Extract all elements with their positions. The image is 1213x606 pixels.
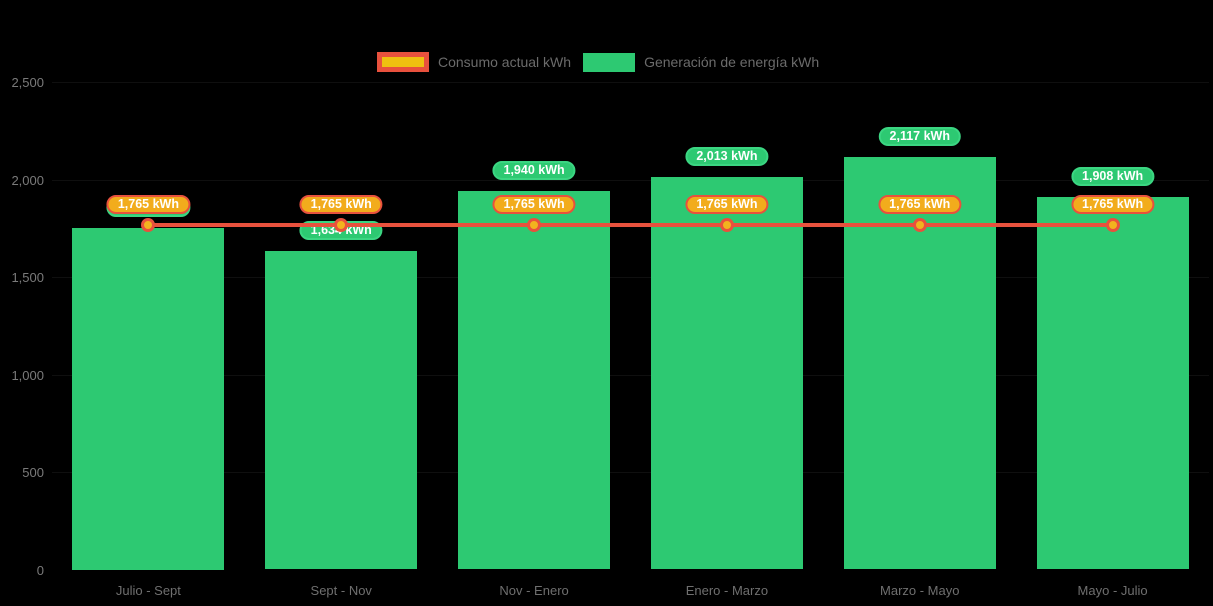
x-axis-category-label: Mayo - Julio [1077,583,1148,598]
x-axis-category-label: Enero - Marzo [685,583,769,598]
consumption-label-badge: 1,765 kWh [1071,195,1155,215]
gridline [52,82,1209,83]
consumption-point[interactable] [141,218,156,233]
consumption-point[interactable] [912,218,927,233]
y-axis-tick-label: 2,000 [11,172,44,188]
y-axis-tick-label: 1,500 [11,270,44,285]
gridline [52,179,1209,181]
gridline [52,277,1209,278]
x-axis-category-label: Nov - Enero [499,583,569,598]
legend: Consumo actual kWh Generación de energía… [377,52,819,72]
consumption-label-badge: 1,765 kWh [299,195,383,215]
consumption-point[interactable] [1105,218,1120,233]
x-axis-category-label: Sept - Nov [310,583,372,598]
consumption-point[interactable] [334,218,349,233]
y-axis-tick-label: 500 [22,465,44,480]
consumption-line[interactable] [148,223,1113,228]
generation-bar[interactable] [458,191,611,570]
gridline [52,374,1209,376]
legend-label-generacion: Generación de energía kWh [644,53,820,70]
consumption-point[interactable] [719,218,734,233]
x-axis-category-label: Julio - Sept [115,583,181,598]
legend-label-consumo: Consumo actual kWh [438,53,572,70]
generation-swatch-icon [583,52,636,72]
generation-label-badge: 2,013 kWh [685,146,769,166]
generation-bar[interactable] [265,250,418,570]
generation-bar[interactable] [72,228,225,570]
generation-label-badge: 1,908 kWh [1071,167,1155,187]
y-axis-tick-label: 2,500 [11,75,44,90]
y-axis-tick-label: 0 [36,562,44,578]
consumption-label-badge: 1,765 kWh [685,195,769,215]
generation-label-badge: 2,117 kWh [878,126,961,146]
legend-item-consumo[interactable]: Consumo actual kWh [377,52,571,72]
gridline [52,472,1209,473]
legend-item-generacion[interactable]: Generación de energía kWh [583,52,820,72]
consumption-label-badge: 1,765 kWh [878,195,962,215]
consumption-point[interactable] [527,218,542,233]
x-axis-category-label: Marzo - Mayo [880,583,960,598]
generation-bar[interactable] [650,176,803,570]
generation-label-badge: 1,940 kWh [492,161,576,181]
consumption-swatch-icon [377,52,429,72]
consumption-label-badge: 1,765 kWh [106,195,190,215]
consumption-label-badge: 1,765 kWh [492,195,576,215]
generation-bar[interactable] [1036,197,1189,570]
y-axis-tick-label: 1,000 [11,367,44,383]
